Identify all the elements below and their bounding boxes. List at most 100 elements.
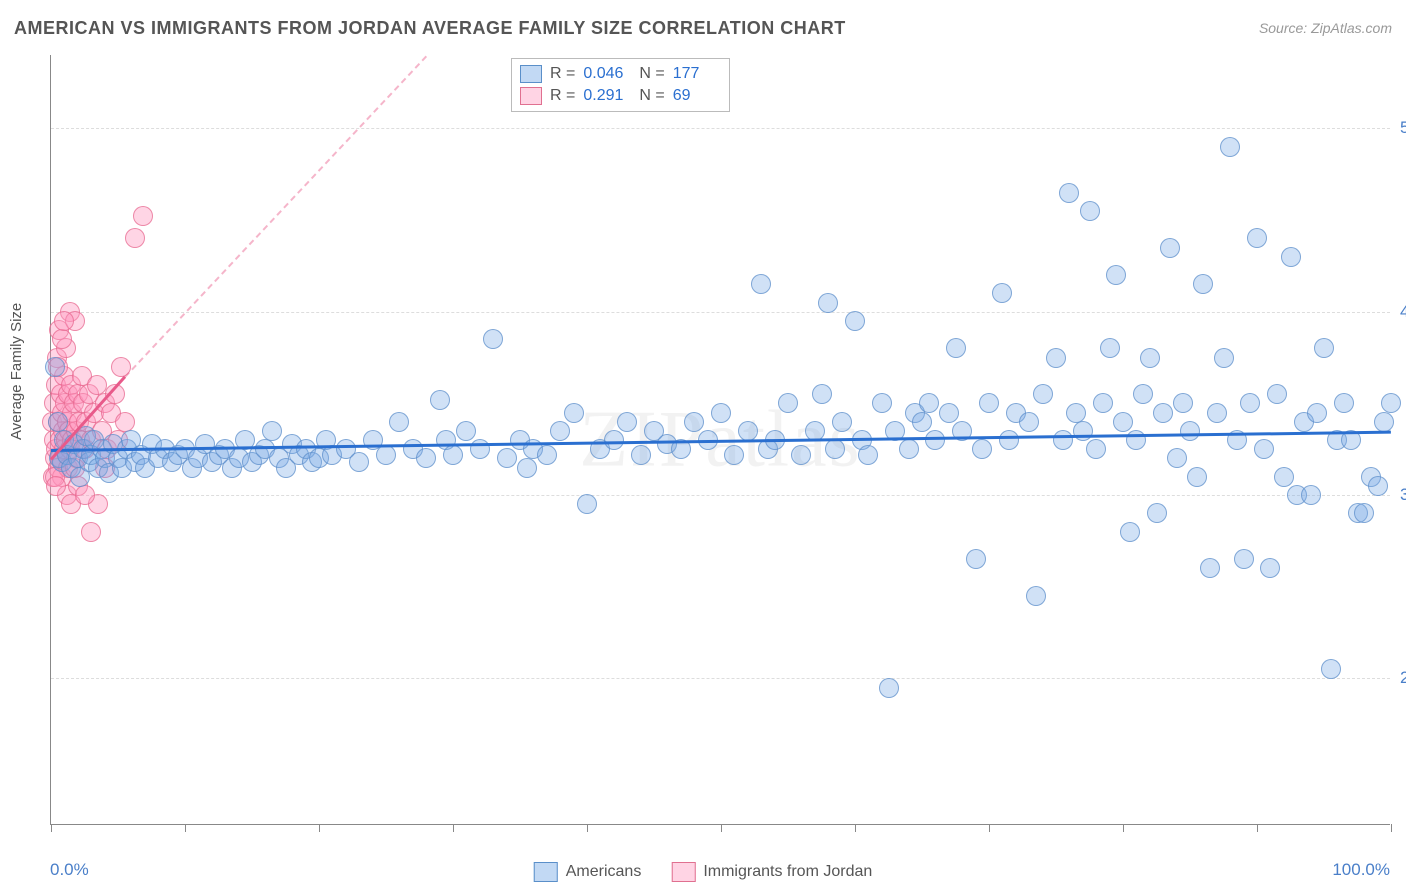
data-point-blue <box>262 421 282 441</box>
data-point-blue <box>1133 384 1153 404</box>
data-point-blue <box>879 678 899 698</box>
x-tick <box>721 824 722 832</box>
data-point-blue <box>972 439 992 459</box>
data-point-blue <box>389 412 409 432</box>
data-point-blue <box>1066 403 1086 423</box>
data-point-blue <box>1334 393 1354 413</box>
data-point-blue <box>1019 412 1039 432</box>
data-point-pink <box>52 329 72 349</box>
data-point-blue <box>1113 412 1133 432</box>
data-point-blue <box>1234 549 1254 569</box>
data-point-blue <box>1274 467 1294 487</box>
data-point-pink <box>54 311 74 331</box>
data-point-blue <box>1093 393 1113 413</box>
data-point-blue <box>1180 421 1200 441</box>
gridline-h <box>51 312 1390 313</box>
chart-container: AMERICAN VS IMMIGRANTS FROM JORDAN AVERA… <box>0 0 1406 892</box>
legend-swatch-pink <box>671 862 695 882</box>
source-label: Source: ZipAtlas.com <box>1259 20 1392 36</box>
data-point-blue <box>1314 338 1334 358</box>
gridline-h <box>51 678 1390 679</box>
data-point-blue <box>939 403 959 423</box>
trend-line <box>124 55 427 377</box>
data-point-blue <box>1267 384 1287 404</box>
data-point-blue <box>966 549 986 569</box>
x-tick <box>319 824 320 832</box>
data-point-blue <box>1080 201 1100 221</box>
data-point-blue <box>858 445 878 465</box>
data-point-blue <box>1100 338 1120 358</box>
data-point-blue <box>845 311 865 331</box>
data-point-blue <box>946 338 966 358</box>
y-tick-label: 3.00 <box>1400 485 1406 505</box>
y-tick-label: 4.00 <box>1400 302 1406 322</box>
data-point-blue <box>604 430 624 450</box>
r-value: 0.291 <box>583 87 631 105</box>
x-tick <box>453 824 454 832</box>
data-point-blue <box>999 430 1019 450</box>
data-point-blue <box>818 293 838 313</box>
data-point-blue <box>349 452 369 472</box>
series-legend: Americans Immigrants from Jordan <box>534 862 873 882</box>
corr-legend-row: R = 0.046 N = 177 <box>520 63 721 85</box>
legend-label: Americans <box>566 863 642 881</box>
data-point-blue <box>899 439 919 459</box>
x-tick <box>1123 824 1124 832</box>
x-axis-end-label: 100.0% <box>1332 860 1390 880</box>
data-point-blue <box>1187 467 1207 487</box>
data-point-blue <box>45 357 65 377</box>
legend-swatch-blue <box>534 862 558 882</box>
data-point-blue <box>738 421 758 441</box>
data-point-blue <box>1260 558 1280 578</box>
data-point-blue <box>979 393 999 413</box>
data-point-blue <box>1214 348 1234 368</box>
data-point-blue <box>1193 274 1213 294</box>
data-point-blue <box>724 445 744 465</box>
data-point-pink <box>115 412 135 432</box>
x-tick <box>1257 824 1258 832</box>
data-point-blue <box>925 430 945 450</box>
data-point-blue <box>456 421 476 441</box>
data-point-blue <box>1140 348 1160 368</box>
data-point-blue <box>1120 522 1140 542</box>
data-point-pink <box>87 375 107 395</box>
data-point-blue <box>1106 265 1126 285</box>
data-point-blue <box>1374 412 1394 432</box>
data-point-blue <box>791 445 811 465</box>
data-point-blue <box>1053 430 1073 450</box>
data-point-blue <box>1240 393 1260 413</box>
data-point-blue <box>919 393 939 413</box>
r-value: 0.046 <box>583 65 631 83</box>
data-point-blue <box>1153 403 1173 423</box>
data-point-blue <box>631 445 651 465</box>
n-value: 177 <box>673 65 721 83</box>
n-value: 69 <box>673 87 721 105</box>
data-point-blue <box>872 393 892 413</box>
data-point-blue <box>1381 393 1401 413</box>
data-point-blue <box>564 403 584 423</box>
data-point-blue <box>497 448 517 468</box>
data-point-blue <box>1301 485 1321 505</box>
data-point-blue <box>1059 183 1079 203</box>
data-point-blue <box>1220 137 1240 157</box>
correlation-legend: R = 0.046 N = 177 R = 0.291 N = 69 <box>511 58 730 112</box>
data-point-blue <box>577 494 597 514</box>
legend-item: Americans <box>534 862 642 882</box>
x-tick <box>51 824 52 832</box>
x-tick <box>587 824 588 832</box>
r-label: R = <box>550 65 575 83</box>
data-point-blue <box>550 421 570 441</box>
n-label: N = <box>639 87 664 105</box>
r-label: R = <box>550 87 575 105</box>
data-point-blue <box>832 412 852 432</box>
x-tick <box>989 824 990 832</box>
y-tick-label: 2.00 <box>1400 668 1406 688</box>
data-point-pink <box>133 206 153 226</box>
data-point-blue <box>812 384 832 404</box>
legend-item: Immigrants from Jordan <box>671 862 872 882</box>
n-label: N = <box>639 65 664 83</box>
data-point-blue <box>1321 659 1341 679</box>
data-point-pink <box>125 228 145 248</box>
x-tick <box>1391 824 1392 832</box>
data-point-blue <box>825 439 845 459</box>
